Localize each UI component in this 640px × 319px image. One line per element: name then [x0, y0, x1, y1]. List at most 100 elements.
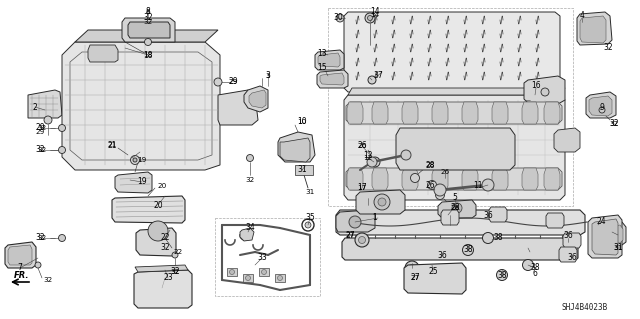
- Text: 22: 22: [160, 234, 170, 242]
- Polygon shape: [489, 207, 507, 222]
- Text: 32: 32: [609, 120, 619, 129]
- Polygon shape: [346, 102, 562, 124]
- Circle shape: [599, 107, 605, 113]
- Polygon shape: [589, 96, 612, 116]
- Polygon shape: [597, 225, 623, 243]
- Text: 27: 27: [410, 273, 420, 283]
- Polygon shape: [315, 50, 344, 70]
- Circle shape: [499, 272, 504, 278]
- Polygon shape: [122, 18, 175, 42]
- Polygon shape: [128, 22, 170, 38]
- Text: 2: 2: [33, 102, 37, 112]
- Text: 27: 27: [346, 232, 355, 238]
- Text: 8: 8: [146, 9, 150, 15]
- Polygon shape: [317, 70, 348, 88]
- Polygon shape: [244, 86, 268, 112]
- Polygon shape: [240, 228, 254, 241]
- Polygon shape: [356, 190, 405, 214]
- Text: 38: 38: [497, 271, 507, 279]
- Bar: [243, 274, 253, 282]
- Text: 36: 36: [483, 211, 493, 219]
- Polygon shape: [588, 215, 622, 258]
- Circle shape: [355, 233, 369, 247]
- Circle shape: [349, 216, 361, 228]
- Text: 26: 26: [357, 142, 367, 151]
- Text: 29: 29: [228, 78, 238, 86]
- Circle shape: [435, 190, 445, 199]
- Text: 27: 27: [345, 231, 355, 240]
- Circle shape: [230, 270, 234, 275]
- Text: 26: 26: [440, 169, 450, 175]
- Circle shape: [370, 157, 380, 167]
- Polygon shape: [432, 168, 448, 190]
- Text: 31: 31: [305, 189, 315, 195]
- Bar: [215, 218, 320, 296]
- Circle shape: [172, 252, 178, 258]
- Text: 22: 22: [173, 249, 182, 255]
- Text: 36: 36: [567, 254, 577, 263]
- Polygon shape: [112, 196, 185, 223]
- Text: 35: 35: [305, 213, 315, 222]
- Bar: [227, 268, 237, 276]
- Polygon shape: [559, 247, 577, 262]
- Circle shape: [262, 270, 266, 275]
- Polygon shape: [135, 265, 188, 272]
- Text: 10: 10: [298, 119, 307, 125]
- Text: 1: 1: [372, 213, 378, 222]
- Polygon shape: [348, 88, 565, 95]
- Circle shape: [246, 276, 250, 280]
- Polygon shape: [249, 90, 266, 108]
- Circle shape: [497, 270, 508, 280]
- Bar: [259, 268, 269, 276]
- Text: 19: 19: [138, 157, 147, 163]
- Polygon shape: [28, 90, 62, 118]
- Circle shape: [408, 264, 415, 271]
- Polygon shape: [462, 168, 478, 190]
- Text: 4: 4: [580, 11, 584, 19]
- Text: 32: 32: [170, 268, 180, 277]
- Circle shape: [44, 116, 52, 124]
- Circle shape: [35, 262, 41, 268]
- Polygon shape: [441, 210, 459, 225]
- Text: 20: 20: [153, 201, 163, 210]
- Polygon shape: [278, 132, 315, 162]
- Text: 14: 14: [371, 12, 380, 18]
- Circle shape: [401, 150, 411, 160]
- Text: 32: 32: [37, 235, 47, 241]
- Polygon shape: [432, 102, 448, 124]
- Polygon shape: [318, 53, 340, 67]
- Text: 21: 21: [108, 142, 116, 148]
- Text: 21: 21: [108, 140, 116, 150]
- Text: 12: 12: [364, 155, 372, 161]
- Circle shape: [522, 259, 534, 271]
- Text: 30: 30: [333, 13, 343, 23]
- Polygon shape: [336, 210, 375, 232]
- Text: 38: 38: [463, 246, 473, 255]
- Circle shape: [482, 179, 494, 191]
- Polygon shape: [577, 12, 612, 45]
- Text: 19: 19: [137, 177, 147, 187]
- Text: 10: 10: [297, 117, 307, 127]
- Polygon shape: [347, 168, 363, 190]
- Text: 23: 23: [163, 273, 173, 283]
- Text: 18: 18: [143, 52, 152, 58]
- Text: 7: 7: [17, 263, 22, 272]
- Text: 32: 32: [35, 234, 45, 242]
- Bar: [295, 165, 313, 175]
- Polygon shape: [136, 228, 176, 256]
- Polygon shape: [347, 102, 363, 124]
- Circle shape: [368, 76, 376, 84]
- Circle shape: [58, 234, 65, 241]
- Text: 32: 32: [160, 243, 170, 253]
- Polygon shape: [438, 200, 476, 218]
- Text: 36: 36: [437, 250, 447, 259]
- Polygon shape: [115, 172, 152, 193]
- Text: 6: 6: [532, 269, 538, 278]
- Text: 32: 32: [170, 269, 180, 275]
- Polygon shape: [218, 90, 258, 125]
- Polygon shape: [492, 102, 508, 124]
- Circle shape: [486, 235, 490, 241]
- Text: 11: 11: [473, 181, 483, 189]
- Text: 3: 3: [266, 73, 270, 79]
- Circle shape: [483, 233, 493, 243]
